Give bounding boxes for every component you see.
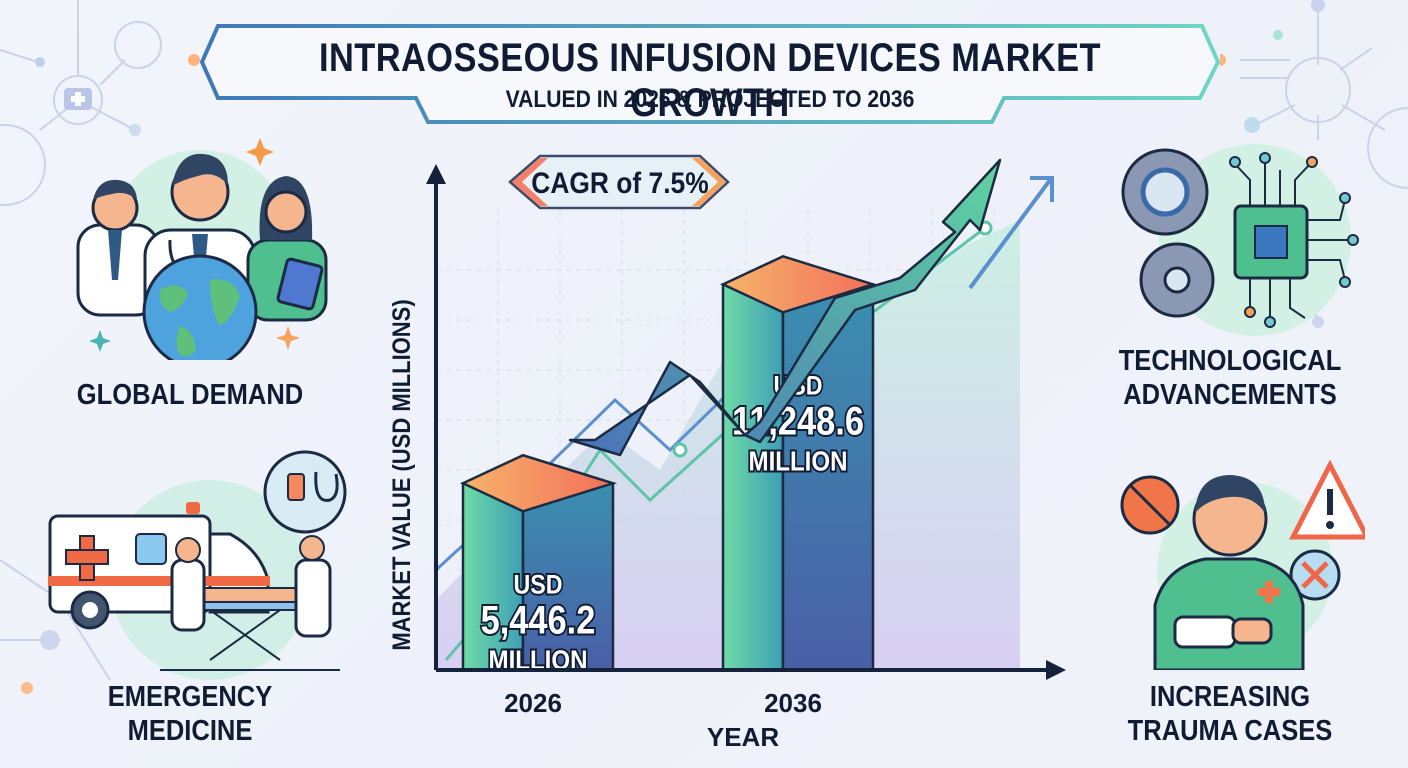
chart-axes: 2026 2036 <box>426 164 1066 718</box>
bar-value-label-unit: MILLION <box>749 445 848 477</box>
doctors-globe-icon <box>76 138 328 360</box>
bar-top-face <box>720 254 878 314</box>
x-axis-arrowhead <box>1046 660 1066 680</box>
nurse-right-figure <box>246 176 328 322</box>
microchip-icon <box>1229 152 1359 328</box>
trend-point <box>672 442 688 458</box>
x-tick-label: 2026 <box>504 688 562 718</box>
glow-dot-icon <box>188 54 200 66</box>
bar-top-face <box>460 453 618 513</box>
label-line-1: INCREASING <box>1149 681 1311 713</box>
gears-chip-icon <box>1121 144 1359 336</box>
doctor-left-figure <box>76 179 160 317</box>
fall-warning-icon <box>1120 475 1180 535</box>
injured-person-icon <box>1120 459 1365 670</box>
cancel-x-icon <box>1289 549 1341 601</box>
paramedics-stretcher <box>160 535 340 671</box>
panel-label-emergency-medicine: EMERGENCY MEDICINE <box>58 680 322 748</box>
x-tick-label: 2036 <box>764 688 822 718</box>
background-network-left <box>0 0 200 694</box>
background-network-right <box>1220 0 1408 328</box>
gear-small-icon <box>1139 242 1215 318</box>
panel-label-global-demand: GLOBAL DEMAND <box>76 379 304 411</box>
speech-bubble-iv-stethoscope <box>263 450 347 534</box>
cagr-badge: CAGR of 7.5% <box>508 154 730 210</box>
cagr-badge-frame <box>508 154 730 210</box>
panel-label-increasing-trauma-cases: INCREASING TRAUMA CASES <box>1098 680 1362 748</box>
bar-side-face <box>521 482 615 672</box>
ambulance-icon <box>48 450 347 680</box>
globe-figure <box>142 254 258 360</box>
label-line-1: EMERGENCY <box>107 681 273 713</box>
label-line-2: ADVANCEMENTS <box>1123 379 1337 411</box>
warning-triangle-icon <box>1288 459 1365 540</box>
secondary-growth-arrow <box>968 176 1054 290</box>
panel-label-technological-advancements: TECHNOLOGICAL ADVANCEMENTS <box>1098 344 1362 412</box>
label-line-1: TECHNOLOGICAL <box>1118 345 1342 377</box>
page-subtitle: VALUED IN 2026 & PROJECTED TO 2036 <box>505 86 915 113</box>
x-axis-label: YEAR <box>707 722 779 752</box>
bandaged-arm <box>1173 615 1237 649</box>
growth-arrow <box>568 158 1002 457</box>
cagr-label: CAGR of 7.5% <box>531 165 708 199</box>
title-banner: INTRAOSSEOUS INFUSION DEVICES MARKET GRO… <box>196 22 1224 126</box>
y-axis-arrowhead <box>426 164 446 184</box>
title-banner-frame <box>199 24 1221 124</box>
y-axis-label: MARKET VALUE (USD MILLIONS) <box>388 299 416 650</box>
bar-value-label-number: 5,446.2 <box>481 597 596 642</box>
page-title: INTRAOSSEOUS INFUSION DEVICES MARKET GRO… <box>319 36 1101 125</box>
bar-value-label-currency: USD <box>513 570 562 600</box>
label-line-2: TRAUMA CASES <box>1127 715 1333 747</box>
bar-front-face <box>721 283 785 672</box>
patient-figure <box>1153 475 1305 670</box>
label-line-2: MEDICINE <box>127 715 253 747</box>
gear-large-icon <box>1121 148 1209 236</box>
